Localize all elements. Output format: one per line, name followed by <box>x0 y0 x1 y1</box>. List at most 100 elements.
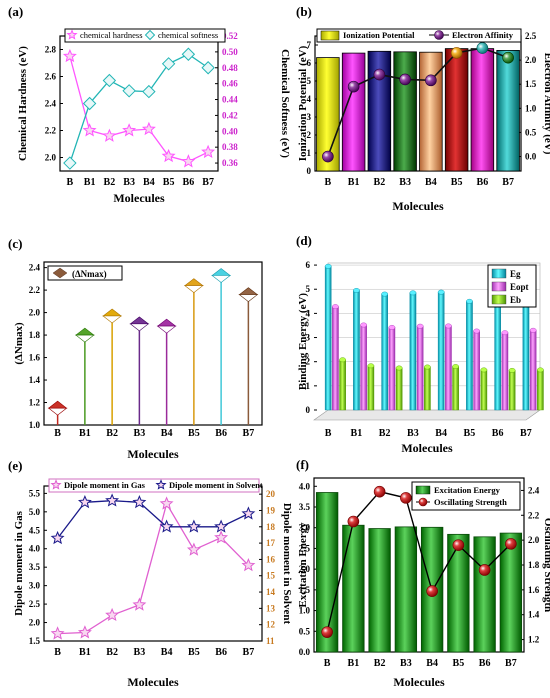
data-point-0-7 <box>201 144 216 159</box>
y-tick-label: 1.8 <box>29 330 41 340</box>
y-tick-label: 3.5 <box>299 502 311 512</box>
x-tick-label: B6 <box>215 428 227 439</box>
y2-tick-label: 1.4 <box>528 610 540 620</box>
data-point-3 <box>399 73 411 86</box>
bar-0-7 <box>522 299 530 411</box>
bar-0-6 <box>494 303 501 411</box>
bar-0-2 <box>381 293 388 411</box>
y2-tick-label: 0.52 <box>222 31 238 41</box>
x-tick-label: B5 <box>451 177 463 188</box>
lollipop-bottom-1 <box>75 334 95 343</box>
y-tick-label: 1.5 <box>299 585 311 595</box>
y-tick-label: 1.0 <box>29 420 41 430</box>
data-point-1-4 <box>159 519 174 533</box>
bar-cap-1-3 <box>416 323 424 329</box>
legend-label-0: chemical hardness <box>80 30 143 40</box>
chart-panel-4: (e) 1.5 2.0 2.5 3.0 3.5 4.0 4.5 5.0 5.5 11 12 13 14 15… <box>8 458 293 689</box>
data-point-5 <box>450 47 463 59</box>
x-tick-label: B5 <box>464 428 476 439</box>
x-axis-title: Molecules <box>113 191 165 205</box>
y-tick-label: 3 <box>306 333 311 343</box>
y-tick-label: 1.2 <box>29 398 41 408</box>
x-tick-label: B6 <box>492 428 504 439</box>
bar-2-1 <box>367 365 375 411</box>
y-tick-label: 2.4 <box>29 263 41 273</box>
lollipop-bottom-5 <box>184 285 204 293</box>
y-tick-label: 4.0 <box>29 544 41 554</box>
bar-cap-1-4 <box>445 323 452 329</box>
bar-cap-2-2 <box>395 365 403 371</box>
legend-label-1: chemical softness <box>158 30 218 40</box>
data-point-1-5 <box>161 57 176 71</box>
data-point-0 <box>322 150 334 163</box>
chart-panel-5: (f) 0.0 0.5 1.0 1.5 2.0 2.5 3.0 3.5 4.0 1.2 1.4 1.6 1… <box>296 457 550 689</box>
data-point-0-4 <box>159 496 174 510</box>
y-axis-title: Excitation Energy <box>297 522 309 608</box>
y2-tick-label: 11 <box>266 636 275 646</box>
y-tick-label: 2.5 <box>299 543 311 553</box>
y-tick-label: 2.0 <box>299 564 311 574</box>
x-tick-label: B2 <box>104 177 116 188</box>
bar-1-1 <box>360 324 367 411</box>
x-tick-label: B7 <box>502 177 514 188</box>
y2-tick-label: 19 <box>266 505 276 515</box>
x-tick-label: B7 <box>243 647 255 658</box>
y2-tick-label: 1.5 <box>525 79 537 89</box>
bar-cap-2-5 <box>480 367 488 373</box>
y2-tick-label: 16 <box>266 554 276 564</box>
y2-axis-title: Oscillating Strength <box>542 518 550 612</box>
bar-2-3 <box>424 366 431 411</box>
y-axis-title: Binding Energy (eV) <box>297 293 309 391</box>
data-point-1-1 <box>77 495 92 509</box>
legend-box <box>316 28 522 43</box>
bar-cap-1-6 <box>501 330 509 336</box>
y-tick-label: 3.0 <box>29 581 41 591</box>
data-point-1-3 <box>132 495 147 509</box>
y-tick-label: 2 <box>306 357 311 367</box>
data-point-0-0 <box>62 48 77 63</box>
legend: Eg Eopt Eb <box>487 264 537 308</box>
data-point-1-2 <box>102 73 117 88</box>
data-point-0-2 <box>102 128 117 142</box>
series-line <box>326 490 512 633</box>
x-tick-label: B4 <box>143 177 155 188</box>
bar-1-3 <box>416 325 424 411</box>
legend-marker-0 <box>50 479 62 490</box>
bar-2 <box>367 50 392 172</box>
plot-frame <box>43 485 263 642</box>
y-tick-label: 5 <box>306 284 311 294</box>
data-point-0-2 <box>105 607 120 622</box>
bar-5 <box>444 48 469 172</box>
legend-marker-0 <box>66 29 78 40</box>
x-tick-label: B3 <box>134 428 146 439</box>
bar-0-1 <box>353 290 360 411</box>
bar-1 <box>341 52 366 172</box>
x-tick-label: B5 <box>163 177 175 188</box>
bar-1-2 <box>388 327 396 411</box>
data-point-1-6 <box>214 519 229 533</box>
bar-1-7 <box>529 330 537 411</box>
data-point-2 <box>373 485 386 498</box>
series-line-0 <box>57 502 249 635</box>
y-tick-label: 3.5 <box>29 562 41 572</box>
y-tick-label: 2 <box>307 130 312 140</box>
bar-6 <box>473 536 496 653</box>
y-tick-label: 4.0 <box>299 481 311 491</box>
y2-tick-label: 2.0 <box>528 535 540 545</box>
y-tick-label: 4.5 <box>29 525 41 535</box>
bar-cap-2-7 <box>537 367 544 373</box>
x-tick-label: B <box>325 428 332 439</box>
bar-cap-2-1 <box>367 363 375 369</box>
bar-2-5 <box>480 369 488 411</box>
x-tick-label: B1 <box>348 177 360 188</box>
y-tick-label: 6 <box>307 58 312 68</box>
y2-tick-label: 0.0 <box>525 152 537 162</box>
bar-1-0 <box>332 306 339 411</box>
y-tick-label: 1 <box>307 148 312 158</box>
bar-cap-0-5 <box>466 298 473 304</box>
y2-tick-label: 13 <box>266 603 276 613</box>
data-point-0-4 <box>141 121 156 136</box>
x-tick-label: B1 <box>79 428 91 439</box>
y2-tick-label: 17 <box>266 538 276 548</box>
